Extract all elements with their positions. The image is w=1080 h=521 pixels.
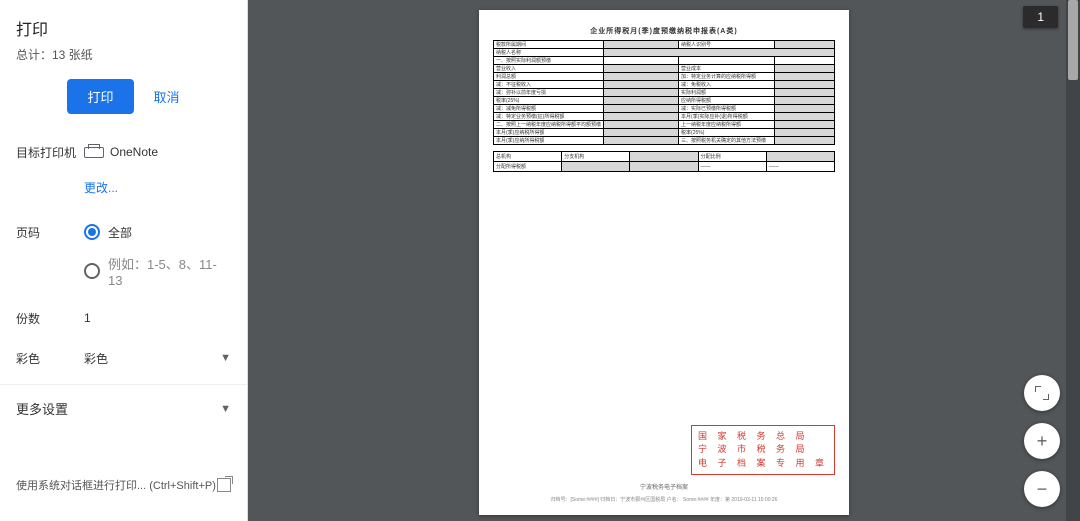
copies-value[interactable]: 1 (84, 311, 231, 325)
dialog-title: 打印 (0, 16, 247, 46)
more-settings-label: 更多设置 (16, 399, 68, 418)
zoom-controls: + − (1024, 375, 1060, 507)
scrollbar-track[interactable] (1066, 0, 1080, 521)
preview-area: 1 企业所得税月(季)度预缴纳税申报表(A类) 税款所属期间纳税人识别号 纳税人… (248, 0, 1080, 521)
system-dialog-shortcut: (Ctrl+Shift+P) (149, 480, 216, 492)
print-button[interactable]: 打印 (67, 79, 133, 114)
radio-unchecked-icon (84, 263, 100, 279)
destination-value[interactable]: OneNote (84, 144, 231, 160)
chevron-down-icon: ▼ (220, 352, 231, 364)
official-stamp: 国 家 税 务 总 局 宁 波 市 税 务 局 电 子 档 案 专 用 章 (691, 425, 835, 476)
destination-label: 目标打印机 (16, 144, 84, 161)
change-destination-row: 更改... (0, 172, 247, 212)
page-indicator: 1 (1023, 6, 1058, 28)
system-dialog-label: 使用系统对话框进行打印... (16, 480, 146, 492)
document-title: 企业所得税月(季)度预缴纳税申报表(A类) (493, 26, 835, 36)
zoom-out-button[interactable]: − (1024, 471, 1060, 507)
fit-page-button[interactable] (1024, 375, 1060, 411)
copies-label: 份数 (16, 310, 84, 327)
pages-custom-option[interactable]: 例如：1-5、8、11-13 (0, 252, 247, 298)
page-footer-title: 宁波税务电子档案 (479, 482, 849, 491)
printer-icon (84, 144, 102, 160)
print-sidebar: 打印 总计：13 张纸 打印 取消 目标打印机 OneNote 更改... 页码… (0, 0, 248, 521)
more-settings-row[interactable]: 更多设置 ▼ (0, 384, 247, 428)
color-label: 彩色 (16, 350, 84, 367)
fit-icon (1035, 386, 1049, 400)
color-value: 彩色 (84, 350, 220, 367)
chevron-down-icon: ▼ (220, 403, 231, 415)
pages-row: 页码 全部 (0, 212, 247, 252)
stamp-line-2: 宁 波 市 税 务 局 (698, 443, 828, 457)
radio-checked-icon (84, 224, 100, 240)
pages-all-option[interactable]: 全部 (84, 224, 231, 241)
page-footer-meta: 归档号：[Some:####] 归档日：宁波市鄞州区国税局 户名： Some:#… (479, 496, 849, 503)
zoom-in-button[interactable]: + (1024, 423, 1060, 459)
color-row[interactable]: 彩色 彩色 ▼ (0, 338, 247, 378)
pages-all-label: 全部 (108, 224, 132, 241)
form-table-main: 税款所属期间纳税人识别号 纳税人名称 一、按照实际利润额预缴 营业收入营业成本 … (493, 40, 835, 145)
system-dialog-row[interactable]: 使用系统对话框进行打印... (Ctrl+Shift+P) (0, 465, 247, 505)
destination-name: OneNote (110, 145, 158, 159)
action-row: 打印 取消 (0, 79, 247, 132)
change-destination-link[interactable]: 更改... (84, 179, 118, 196)
scrollbar-thumb[interactable] (1068, 0, 1078, 80)
pages-example-label: 例如：1-5、8、11-13 (108, 254, 231, 288)
pages-label: 页码 (16, 224, 84, 241)
stamp-line-1: 国 家 税 务 总 局 (698, 430, 828, 444)
system-dialog-text: 使用系统对话框进行打印... (Ctrl+Shift+P) (16, 477, 216, 493)
form-table-summary: 总机构分支机构分配比例 分配所得税额———— (493, 151, 835, 172)
stamp-line-3: 电 子 档 案 专 用 章 (698, 457, 828, 471)
external-link-icon (217, 478, 231, 492)
cancel-button[interactable]: 取消 (154, 87, 180, 106)
destination-row: 目标打印机 OneNote (0, 132, 247, 172)
page-preview: 企业所得税月(季)度预缴纳税申报表(A类) 税款所属期间纳税人识别号 纳税人名称… (479, 10, 849, 515)
total-sheets: 总计：13 张纸 (0, 46, 247, 79)
copies-row: 份数 1 (0, 298, 247, 338)
